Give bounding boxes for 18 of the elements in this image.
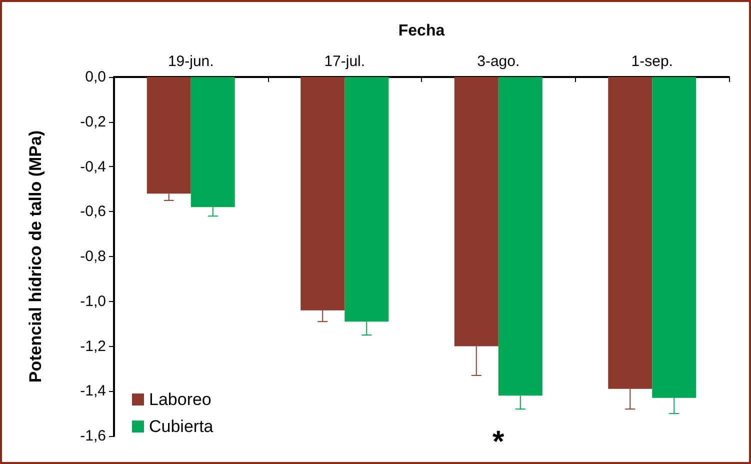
y-axis-title: Potencial hídrico de tallo (MPa) bbox=[26, 130, 45, 383]
x-axis-title: Fecha bbox=[398, 22, 445, 40]
y-tick-label: -1,2 bbox=[80, 338, 106, 355]
y-tick-label: -1,0 bbox=[80, 292, 106, 310]
legend-label: Laboreo bbox=[149, 390, 212, 409]
x-tick-label: 17-jul. bbox=[324, 53, 366, 70]
x-tick-label: 19-jun. bbox=[168, 53, 214, 70]
y-tick-label: -1,6 bbox=[80, 428, 106, 444]
x-tick-label: 1-sep. bbox=[631, 53, 673, 70]
legend-label: Cubierta bbox=[149, 417, 214, 436]
y-tick-label: -0,6 bbox=[80, 203, 106, 220]
annotation: * bbox=[492, 426, 505, 458]
y-tick-label: -1,4 bbox=[80, 382, 106, 400]
x-tick-label: 3-ago. bbox=[477, 53, 520, 70]
y-tick-label: -0,4 bbox=[80, 158, 106, 176]
y-tick-label: -0,8 bbox=[80, 248, 106, 265]
y-tick-label: -0,2 bbox=[80, 113, 106, 130]
y-tick-label: 0,0 bbox=[85, 68, 106, 86]
